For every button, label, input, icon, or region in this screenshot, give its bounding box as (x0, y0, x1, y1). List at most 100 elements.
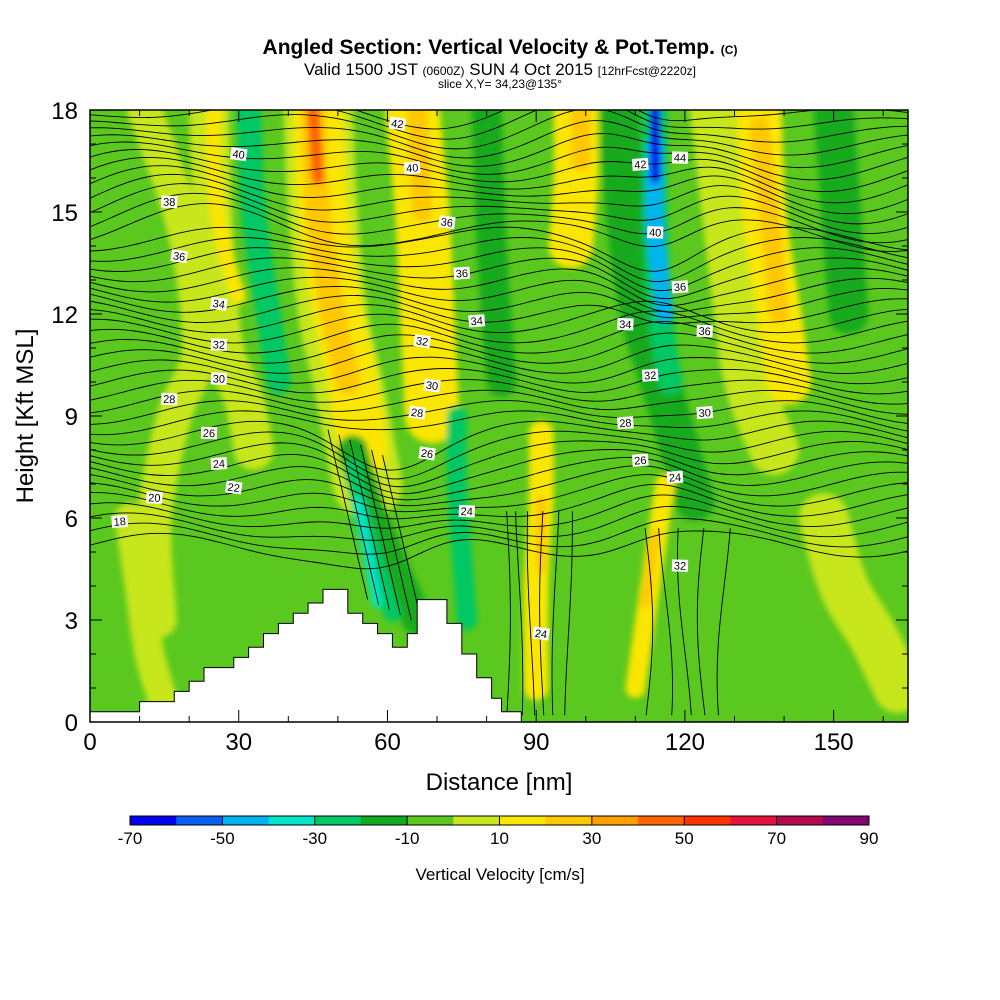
contour-label-text: 24 (460, 506, 473, 518)
colorbar-tick-label: 90 (860, 829, 879, 848)
contour-label-text: 30 (213, 373, 226, 385)
y-tick-label: 9 (65, 404, 78, 431)
contour-label: 26 (418, 446, 436, 461)
x-axis-title: Distance [nm] (426, 769, 573, 796)
contour-label-text: 34 (470, 315, 483, 328)
pot-temp-contour-line (90, 110, 908, 150)
contour-label: 30 (696, 406, 714, 420)
contour-label-text: 28 (619, 417, 632, 430)
pot-temp-contour-line (90, 483, 908, 520)
colorbar-swatch (268, 816, 316, 825)
pot-temp-contour-line (90, 344, 908, 374)
pot-temp-contour-line (90, 295, 908, 325)
colorbar-swatch (822, 816, 870, 825)
pot-temp-contour-line (90, 400, 908, 425)
contour-label: 26 (200, 426, 218, 440)
contour-label: 30 (423, 378, 441, 393)
pot-temp-contour-line (90, 192, 908, 244)
pot-temp-contour-line (90, 257, 908, 300)
contour-label: 40 (229, 147, 248, 162)
pot-temp-contour-line (90, 530, 908, 570)
contour-label-text: 44 (674, 152, 687, 164)
colorbar-swatch (545, 816, 593, 825)
contour-label: 36 (170, 249, 188, 264)
y-tick-label: 12 (51, 302, 78, 329)
contour-label: 42 (631, 157, 649, 172)
contour-label: 40 (403, 161, 421, 175)
contour-label: 36 (438, 215, 456, 230)
pot-temp-contour-line (90, 183, 908, 235)
contour-label-text: 26 (203, 428, 216, 440)
contour-label-text: 34 (212, 298, 226, 312)
colorbar-tick-label: -50 (210, 829, 235, 848)
contour-label: 32 (641, 368, 659, 383)
y-tick-label: 18 (51, 98, 78, 125)
contour-label: 36 (453, 266, 471, 281)
pot-temp-contour-line (90, 518, 908, 555)
pot-temp-contour-line (90, 237, 908, 283)
pot-temp-contour-line (90, 149, 908, 193)
velocity-band (236, 110, 291, 395)
pot-temp-contour-line (696, 528, 706, 716)
contour-label-text: 24 (534, 628, 548, 642)
pot-temp-contour-line (90, 494, 908, 529)
colorbar-swatch (684, 816, 731, 825)
slice-subtitle: slice X,Y= 34,23@135° (437, 77, 563, 91)
pot-temp-contour-line (90, 247, 908, 292)
pot-temp-contour-line (90, 110, 908, 140)
y-tick-label: 6 (65, 506, 78, 533)
colorbar-tick-label: -70 (118, 829, 143, 848)
colorbar-swatch (591, 816, 639, 825)
contour-label-text: 26 (420, 448, 434, 462)
contour-label: 36 (671, 280, 689, 294)
contour-label-text: 40 (232, 148, 246, 162)
contour-label-text: 22 (227, 482, 241, 496)
colorbar-swatch (314, 816, 362, 825)
colorbar-swatch (407, 816, 454, 825)
contour-label-text: 30 (698, 407, 711, 420)
contour-label-text: 40 (406, 162, 419, 175)
contour-label: 24 (210, 457, 228, 471)
velocity-band (749, 117, 789, 324)
contour-label-text: 32 (213, 339, 226, 351)
contour-label: 20 (146, 491, 163, 505)
colorbar-swatch (730, 816, 778, 825)
pot-temp-contour-line (90, 165, 908, 215)
pot-temp-contour-line (90, 430, 908, 480)
contour-label-text: 42 (634, 159, 647, 172)
contour-label: 36 (696, 324, 713, 338)
colorbar-tick-label: -10 (395, 829, 420, 848)
pot-temp-contour-line (90, 276, 908, 313)
contour-label-text: 32 (674, 560, 687, 572)
contour-label-text: 28 (163, 394, 176, 406)
colorbar-swatch (499, 816, 547, 825)
velocity-band (114, 503, 180, 720)
colorbar-label: Vertical Velocity [cm/s] (415, 865, 584, 884)
contour-label-text: 32 (644, 370, 657, 383)
pot-temp-contour-line (90, 156, 908, 204)
pot-temp-contour-line (90, 356, 908, 385)
pot-temp-contour-line (90, 410, 908, 436)
pot-temp-contour-line (90, 420, 908, 471)
pot-temp-contour-line (327, 429, 369, 600)
pot-temp-contour-line (90, 474, 908, 513)
chart-title: Angled Section: Vertical Velocity & Pot.… (262, 36, 738, 59)
contour-label-text: 24 (669, 472, 682, 485)
y-tick-label: 3 (65, 608, 78, 635)
pot-temp-contour-line (90, 173, 908, 225)
contour-label-text: 40 (649, 227, 662, 239)
contour-label-text: 42 (390, 118, 404, 132)
contour-label: 24 (666, 470, 684, 485)
contour-label: 24 (532, 626, 550, 642)
contour-label-text: 36 (172, 250, 186, 264)
pot-temp-contour-line (90, 321, 908, 354)
velocity-band (205, 110, 247, 305)
velocity-band (640, 530, 661, 608)
pot-temp-contour-line (371, 449, 412, 621)
contour-label: 32 (413, 334, 431, 349)
velocity-band (306, 110, 325, 185)
x-tick-label: 0 (83, 729, 96, 756)
pot-temp-contour-line (99, 110, 908, 130)
